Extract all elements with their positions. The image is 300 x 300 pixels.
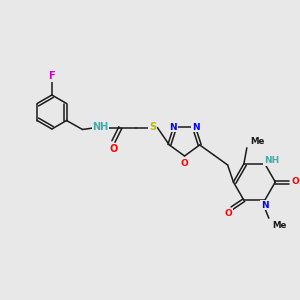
Text: F: F — [49, 71, 55, 81]
Text: O: O — [291, 178, 299, 187]
Text: Me: Me — [250, 137, 264, 146]
Text: NH: NH — [264, 156, 279, 165]
Text: N: N — [261, 201, 268, 210]
Text: N: N — [169, 123, 177, 132]
Text: O: O — [224, 209, 232, 218]
Text: O: O — [181, 158, 188, 167]
Text: S: S — [149, 122, 156, 133]
Text: Me: Me — [272, 221, 286, 230]
Text: NH: NH — [92, 122, 109, 133]
Text: O: O — [109, 143, 118, 154]
Text: N: N — [192, 123, 200, 132]
